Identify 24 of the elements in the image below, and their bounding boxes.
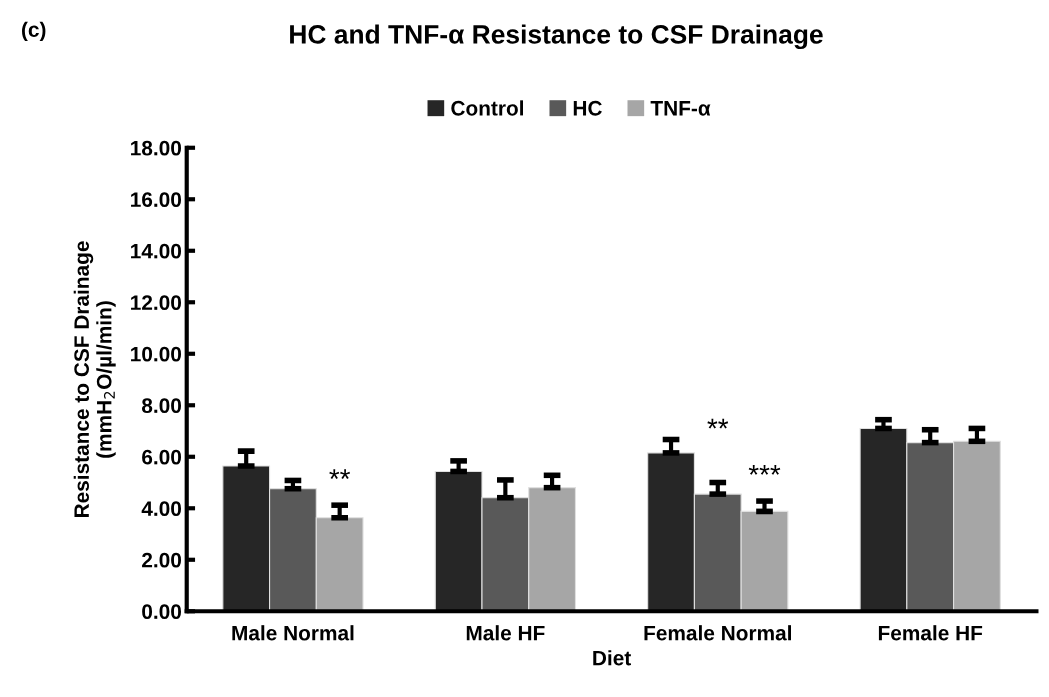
- annotation: **: [329, 469, 351, 479]
- y-tick-label: 0.00: [142, 604, 182, 620]
- annotation: **: [707, 418, 729, 429]
- y-tick-label: 10.00: [131, 346, 182, 362]
- legend-label: HC: [573, 100, 602, 116]
- y-tick-label: 18.00: [131, 140, 182, 156]
- y-tick-label: 16.00: [131, 192, 182, 208]
- y-tick-label: 4.00: [141, 501, 182, 517]
- text: (c): [22, 21, 46, 42]
- y-tick-label: 14.00: [131, 243, 182, 259]
- y-axis-title: Resistance to CSF Drainage (mmH$_{2}$O/µl/min): [73, 241, 116, 518]
- y-tick-label: 12.00: [131, 295, 182, 311]
- x-axis-title: Diet: [593, 650, 631, 666]
- annotation: ***: [748, 465, 781, 475]
- chart-title: HC and TNF-α Resistance to CSF Drainage: [290, 24, 823, 50]
- x-tick-label: Female Normal: [644, 625, 791, 641]
- x-tick-label: Female HF: [878, 625, 983, 641]
- legend-label: Control: [451, 100, 524, 116]
- y-tick-label: 8.00: [141, 398, 182, 414]
- y-tick-label: 6.00: [142, 449, 182, 465]
- y-tick-label: 2.00: [142, 552, 182, 568]
- legend-label: TNF-α: [650, 101, 711, 116]
- x-tick-label: Male HF: [466, 625, 545, 641]
- x-tick-label: Male Normal: [232, 625, 354, 641]
